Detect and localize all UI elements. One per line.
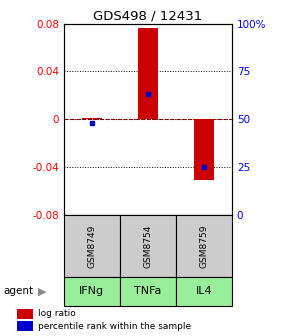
Text: GSM8749: GSM8749 [87, 224, 96, 268]
Text: agent: agent [3, 287, 33, 296]
Bar [120, 215, 176, 277]
Bar [82, 118, 102, 119]
Text: GSM8754: GSM8754 [143, 224, 153, 268]
Bar [120, 277, 176, 306]
Text: percentile rank within the sample: percentile rank within the sample [38, 322, 191, 331]
Bar [138, 28, 158, 119]
Bar [17, 308, 33, 319]
Text: GSM8759: GSM8759 [200, 224, 209, 268]
Text: IFNg: IFNg [79, 287, 104, 296]
Bar [64, 215, 120, 277]
Bar [17, 322, 33, 331]
Text: TNFa: TNFa [134, 287, 162, 296]
Title: GDS498 / 12431: GDS498 / 12431 [93, 9, 202, 23]
Bar [194, 119, 214, 180]
Text: log ratio: log ratio [38, 309, 76, 318]
Bar [176, 277, 232, 306]
Text: IL4: IL4 [196, 287, 212, 296]
Text: ▶: ▶ [38, 287, 46, 296]
Bar [64, 277, 120, 306]
Bar [176, 215, 232, 277]
